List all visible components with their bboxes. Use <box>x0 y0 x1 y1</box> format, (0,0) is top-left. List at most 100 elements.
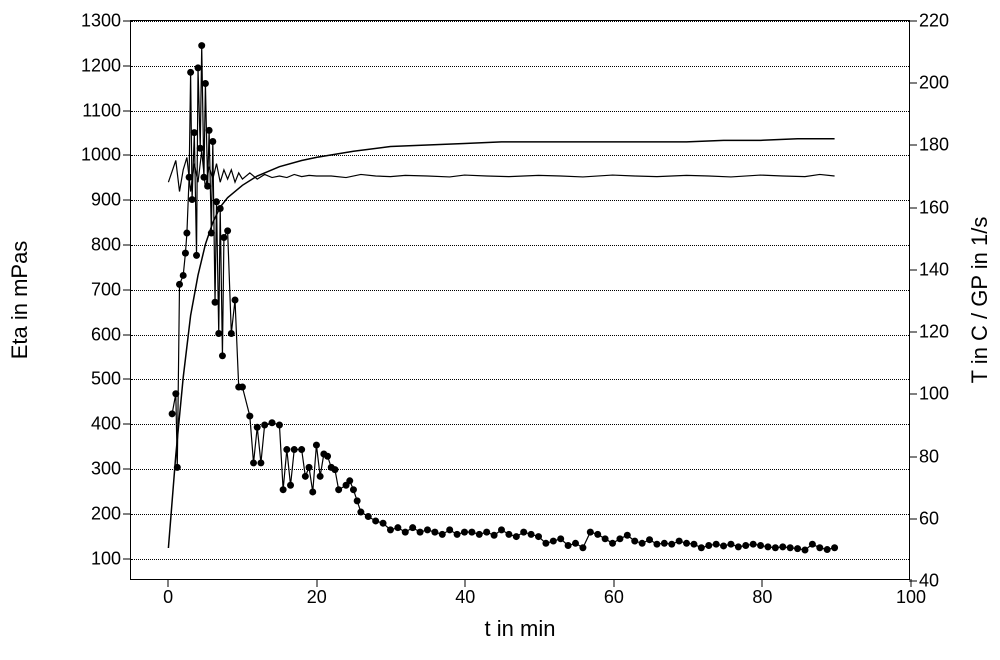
eta-marker <box>720 542 727 549</box>
eta-marker <box>727 541 734 548</box>
eta-marker <box>750 541 757 548</box>
gridline <box>131 379 909 380</box>
eta-marker <box>794 545 801 552</box>
eta-marker <box>676 538 683 545</box>
eta-marker <box>705 542 712 549</box>
eta-marker <box>831 544 838 551</box>
eta-marker <box>176 281 183 288</box>
eta-marker <box>409 524 416 531</box>
eta-marker <box>513 533 520 540</box>
gridline <box>131 200 909 201</box>
eta-marker <box>302 473 309 480</box>
eta-marker <box>498 526 505 533</box>
y-left-tick-label: 1200 <box>61 55 131 76</box>
eta-marker <box>220 234 227 241</box>
y-right-tick-label: 180 <box>909 135 969 156</box>
eta-marker <box>698 544 705 551</box>
eta-marker <box>280 486 287 493</box>
gridline <box>131 514 909 515</box>
eta-marker <box>809 541 816 548</box>
y-right-axis-label: T in C / GP in 1/s <box>967 217 993 384</box>
eta-marker <box>528 531 535 538</box>
eta-marker <box>616 535 623 542</box>
y-right-tick-label: 160 <box>909 197 969 218</box>
eta-marker <box>639 540 646 547</box>
eta-marker <box>690 541 697 548</box>
eta-marker <box>535 533 542 540</box>
eta-marker <box>232 297 239 304</box>
x-tick-label: 20 <box>307 579 327 608</box>
x-tick-label: 40 <box>455 579 475 608</box>
eta-marker <box>713 541 720 548</box>
eta-marker <box>653 541 660 548</box>
chart-svg <box>131 21 909 579</box>
series-eta-line <box>172 46 834 550</box>
eta-marker <box>346 477 353 484</box>
gridline <box>131 335 909 336</box>
eta-marker <box>609 540 616 547</box>
eta-marker <box>380 520 387 527</box>
eta-marker <box>772 544 779 551</box>
gridline <box>131 469 909 470</box>
eta-marker <box>646 536 653 543</box>
eta-marker <box>801 546 808 553</box>
eta-marker <box>779 543 786 550</box>
eta-marker <box>542 540 549 547</box>
eta-marker <box>816 544 823 551</box>
eta-marker <box>269 419 276 426</box>
series-eta-markers <box>169 42 838 553</box>
eta-marker <box>505 531 512 538</box>
y-left-tick-label: 1100 <box>61 100 131 121</box>
gridline <box>131 290 909 291</box>
eta-marker <box>215 330 222 337</box>
eta-marker <box>197 145 204 152</box>
eta-marker <box>387 526 394 533</box>
eta-marker <box>394 524 401 531</box>
gridline <box>131 559 909 560</box>
eta-marker <box>204 183 211 190</box>
eta-marker <box>402 529 409 536</box>
y-right-tick-label: 140 <box>909 259 969 280</box>
eta-marker <box>594 531 601 538</box>
eta-marker <box>200 174 207 181</box>
eta-marker <box>565 542 572 549</box>
eta-marker <box>335 486 342 493</box>
eta-marker <box>520 529 527 536</box>
eta-marker <box>461 529 468 536</box>
eta-marker <box>313 442 320 449</box>
y-left-tick-label: 800 <box>61 235 131 256</box>
eta-marker <box>182 250 189 257</box>
eta-marker <box>239 384 246 391</box>
gridline <box>131 66 909 67</box>
y-right-tick-label: 100 <box>909 384 969 405</box>
eta-marker <box>491 532 498 539</box>
eta-marker <box>208 230 215 237</box>
x-tick-label: 60 <box>604 579 624 608</box>
eta-marker <box>354 497 361 504</box>
y-right-tick-label: 220 <box>909 11 969 32</box>
eta-marker <box>250 459 257 466</box>
eta-marker <box>180 272 187 279</box>
y-right-tick-label: 120 <box>909 322 969 343</box>
gridline <box>131 111 909 112</box>
y-right-tick-label: 60 <box>909 508 969 529</box>
eta-marker <box>550 538 557 545</box>
eta-marker <box>224 227 231 234</box>
y-left-tick-label: 300 <box>61 459 131 480</box>
y-right-tick-label: 200 <box>909 73 969 94</box>
eta-marker <box>572 540 579 547</box>
chart-container: Eta in mPas T in C / GP in 1/s t in min … <box>0 0 1000 660</box>
y-left-tick-label: 700 <box>61 279 131 300</box>
eta-marker <box>202 80 209 87</box>
eta-marker <box>372 517 379 524</box>
eta-marker <box>624 532 631 539</box>
eta-marker <box>172 390 179 397</box>
eta-marker <box>350 486 357 493</box>
eta-marker <box>257 459 264 466</box>
y-left-tick-label: 1300 <box>61 11 131 32</box>
eta-marker <box>228 330 235 337</box>
eta-marker <box>683 540 690 547</box>
x-axis-label: t in min <box>485 616 556 642</box>
y-left-tick-label: 200 <box>61 503 131 524</box>
eta-marker <box>309 488 316 495</box>
